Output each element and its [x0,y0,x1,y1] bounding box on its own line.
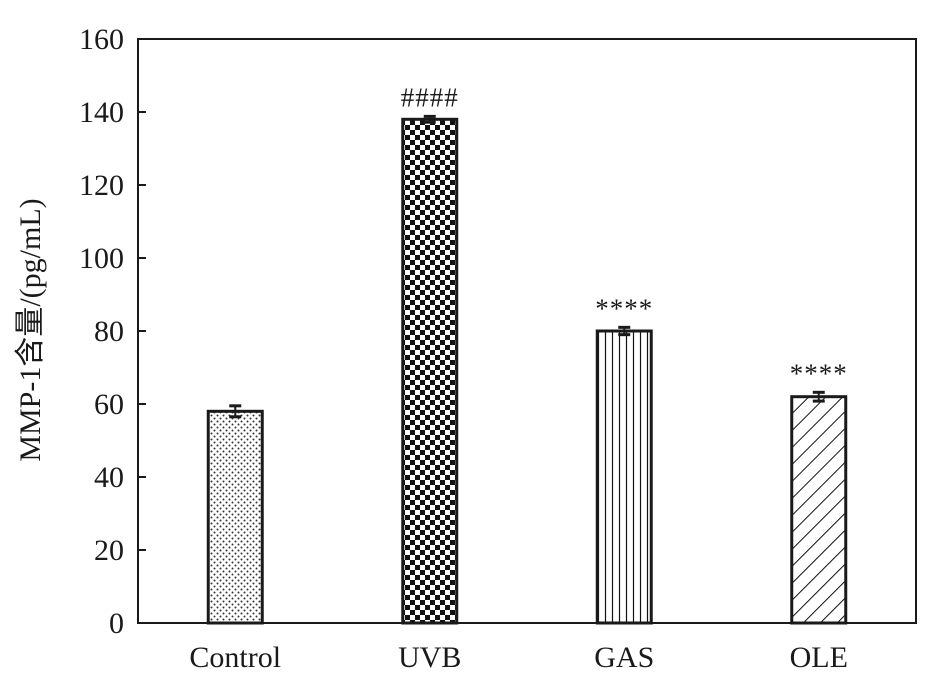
y-tick-label: 120 [79,169,124,202]
error-bar-control [229,404,242,419]
y-tick-label: 160 [79,23,124,56]
error-bar-gas [618,325,631,337]
y-tick-label: 100 [79,242,124,275]
bar-ole [790,395,848,625]
significance-label-ole: **** [790,358,848,388]
y-tick-label: 60 [94,388,124,421]
error-bar-uvb [423,114,436,124]
y-tick-label: 20 [94,534,124,567]
x-tick-label-ole: OLE [790,641,848,674]
significance-label-uvb: #### [401,82,459,112]
y-tick-label: 80 [94,315,124,348]
y-axis-label: MMP-1含量/(pg/mL) [14,198,47,461]
y-tick-label: 40 [94,461,124,494]
y-tick-label: 140 [79,96,124,129]
x-tick-label-gas: GAS [594,641,654,674]
significance-label-gas: **** [595,293,653,323]
error-bar-ole [812,390,825,403]
x-tick-label-uvb: UVB [398,641,461,674]
bar-uvb [401,117,459,625]
x-tick-label-control: Control [189,641,281,674]
y-tick-label: 0 [109,607,124,640]
bar-gas [595,329,653,625]
bar-control [206,409,264,625]
